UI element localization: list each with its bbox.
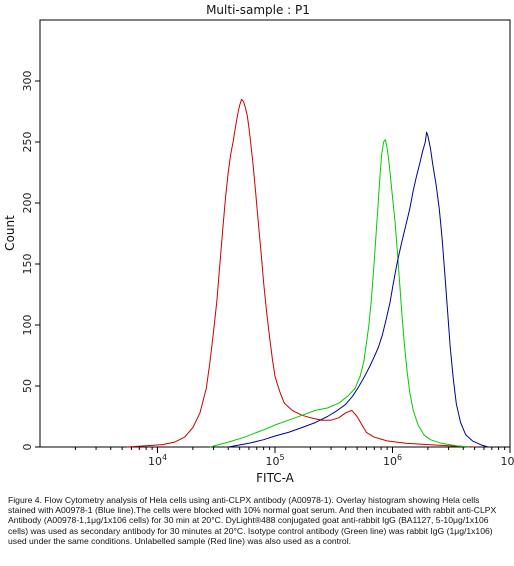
series-line-1 — [126, 98, 475, 448]
y-tick-label: 250 — [21, 132, 34, 153]
x-tick-label: 107 — [500, 453, 514, 468]
x-tick-label: 106 — [383, 453, 402, 468]
x-tick-label: 105 — [265, 453, 284, 468]
chart-title: Multi-sample : P1 — [206, 3, 310, 17]
y-tick-label: 300 — [21, 71, 34, 92]
series-line-3 — [228, 131, 489, 448]
plot-frame — [39, 19, 511, 448]
series-line-2 — [209, 139, 470, 448]
y-tick-label: 200 — [21, 193, 34, 214]
y-tick-label: 100 — [21, 315, 34, 336]
x-axis: 104 105 106 107 — [74, 447, 514, 468]
series-layer — [126, 98, 489, 448]
y-tick-label: 50 — [21, 379, 34, 393]
y-axis: 0 50 100 150 200 250 300 — [21, 71, 40, 451]
flow-histogram-chart: Multi-sample : P1 0 50 100 150 200 250 300 104… — [3, 3, 514, 485]
figure-caption: Figure 4. Flow Cytometry analysis of Hel… — [8, 495, 497, 546]
y-tick-label: 0 — [21, 444, 34, 451]
y-tick-label: 150 — [21, 254, 34, 275]
y-axis-title: Count — [3, 215, 17, 251]
x-tick-label: 104 — [148, 453, 167, 468]
x-axis-title: FITC-A — [256, 471, 295, 485]
